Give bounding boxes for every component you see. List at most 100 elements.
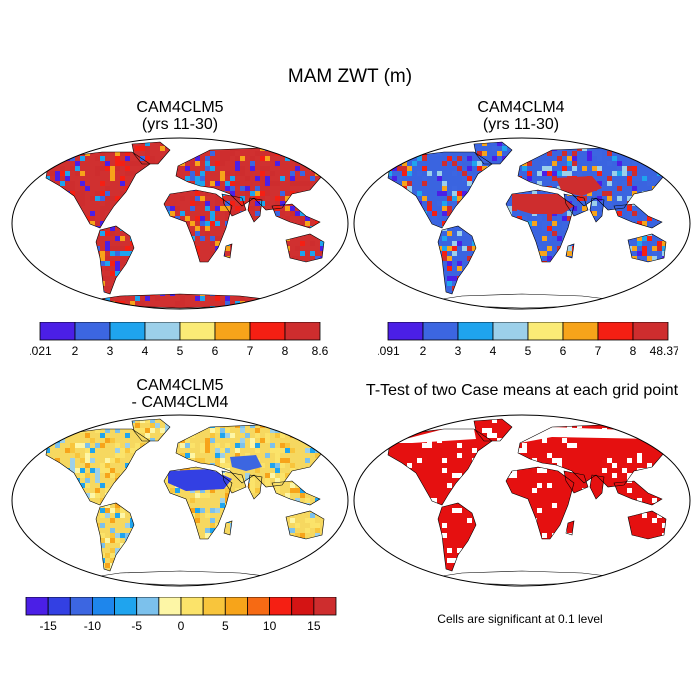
map-clm4 — [353, 137, 691, 310]
panel-title-clm4: CAM4CLM4 (yrs 11-30) — [371, 99, 671, 133]
colorbar-tick-label: -15 — [39, 619, 57, 633]
colorbar-swatch — [247, 597, 270, 616]
colorbar-tick-label: .021 — [30, 344, 52, 358]
colorbar-tick-label: 5 — [177, 344, 184, 358]
colorbar-swatch — [69, 597, 93, 616]
coastline-greenland — [473, 418, 513, 442]
map-border — [353, 137, 691, 310]
colorbar-tick-label: .091 — [378, 344, 400, 358]
panel-title-line1: T-Test of two Case means at each grid po… — [365, 382, 679, 399]
coastline-madagascar — [565, 243, 575, 259]
map-border — [11, 414, 349, 587]
panel-title-diff: CAM4CLM5 - CAM4CLM4 — [30, 377, 330, 411]
colorbar-swatch — [25, 597, 49, 616]
colorbar-swatch — [202, 597, 226, 616]
coastline-india — [247, 474, 263, 500]
colorbar-tick-label: 4 — [142, 344, 149, 358]
colorbar-swatch — [284, 322, 321, 341]
colorbar-swatch — [114, 597, 138, 616]
colorbar-swatch — [144, 322, 181, 341]
colorbar-tick-label: 15 — [307, 619, 321, 633]
colorbar-swatch — [214, 322, 251, 341]
coastline-south-america — [437, 502, 477, 572]
colorbar-tick-label: 3 — [455, 344, 462, 358]
coastline-south-america — [95, 502, 135, 572]
coastline-arabia — [563, 193, 589, 217]
colorbar-swatch — [562, 322, 599, 341]
colorbar-tick-label: 8 — [630, 344, 637, 358]
coastline-africa — [163, 466, 233, 540]
coastline-se-asia — [613, 480, 663, 506]
coastline-australia — [285, 510, 325, 540]
coastline-se-asia — [271, 203, 321, 229]
coastline-north-america — [45, 151, 151, 229]
coastline-africa — [505, 189, 575, 263]
coastline-greenland — [131, 141, 171, 165]
coastline-india — [589, 474, 605, 500]
coastline-africa — [163, 189, 233, 263]
coastline-india — [589, 197, 605, 223]
colorbar-swatch — [597, 322, 634, 341]
map-border — [11, 137, 349, 310]
colorbar-swatch — [422, 322, 459, 341]
colorbar-swatch — [291, 597, 315, 616]
panel-title-line1: CAM4CLM5 — [136, 99, 224, 116]
colorbar-tick-label: 4 — [490, 344, 497, 358]
colorbar-swatch — [109, 322, 146, 341]
coastline-madagascar — [223, 520, 233, 536]
map-ttest — [353, 414, 691, 587]
coastline-north-america — [387, 428, 493, 506]
map-diff — [11, 414, 349, 587]
coastline-australia — [627, 233, 667, 263]
colorbar-swatch — [136, 597, 160, 616]
colorbar-tick-label: 7 — [595, 344, 602, 358]
panel-title-clm5: CAM4CLM5 (yrs 11-30) — [30, 99, 330, 133]
colorbar-swatch — [47, 597, 71, 616]
colorbar-tick-label: 3 — [107, 344, 114, 358]
colorbar-tick-label: 0 — [178, 619, 185, 633]
colorbar-swatch — [74, 322, 111, 341]
coastline-se-asia — [271, 480, 321, 506]
panel-title-line1: CAM4CLM5 — [136, 377, 224, 394]
coastline-greenland — [473, 141, 513, 165]
panel-title-ttest: T-Test of two Case means at each grid po… — [344, 382, 700, 399]
colorbar-swatch — [249, 322, 286, 341]
colorbar-swatch — [179, 322, 216, 341]
panel-title-line2: - CAM4CLM4 — [131, 394, 229, 411]
panel-title-line2: (yrs 11-30) — [141, 116, 219, 133]
colorbar-clm5: .021 2 3 4 5 6 7 8 8.6 — [30, 322, 329, 358]
colorbar-tick-label: 2 — [72, 344, 79, 358]
colorbar-swatch — [527, 322, 564, 341]
coastline-madagascar — [565, 520, 575, 536]
colorbar-tick-label: 5 — [222, 619, 229, 633]
colorbar-swatch — [158, 597, 182, 616]
colorbar-tick-label: 48.371 — [650, 344, 678, 358]
colorbar-diff: -15 -10 -5 0 5 10 15 — [25, 597, 337, 633]
coastline-arabia — [221, 470, 247, 494]
coastline-madagascar — [223, 243, 233, 259]
colorbar-tick-label: 8 — [282, 344, 289, 358]
colorbar-swatch — [457, 322, 494, 341]
colorbar-swatch — [387, 322, 424, 341]
colorbar-tick-label: 7 — [247, 344, 254, 358]
coastline-australia — [285, 233, 325, 263]
colorbar-tick-label: -10 — [84, 619, 102, 633]
colorbar-clm4: .091 2 3 4 5 6 7 8 48.371 — [378, 322, 678, 358]
colorbar-swatch — [180, 597, 204, 616]
colorbar-tick-label: -5 — [131, 619, 142, 633]
coastline-north-america — [387, 151, 493, 229]
coastline-africa — [505, 466, 575, 540]
colorbar-swatch — [269, 597, 293, 616]
coastline-australia — [627, 510, 667, 540]
colorbar-swatch — [632, 322, 669, 341]
significance-note: Cells are significant at 0.1 level — [437, 612, 603, 626]
colorbar-swatch — [92, 597, 115, 616]
colorbar-swatch — [313, 597, 337, 616]
colorbar-swatch — [224, 597, 248, 616]
colorbar-tick-label: 6 — [212, 344, 219, 358]
panel-title-line1: CAM4CLM4 — [477, 99, 565, 116]
map-clm5 — [11, 137, 349, 310]
colorbar-tick-label: 8.6 — [312, 344, 329, 358]
coastline-south-america — [95, 225, 135, 295]
colorbar-tick-label: 2 — [420, 344, 427, 358]
